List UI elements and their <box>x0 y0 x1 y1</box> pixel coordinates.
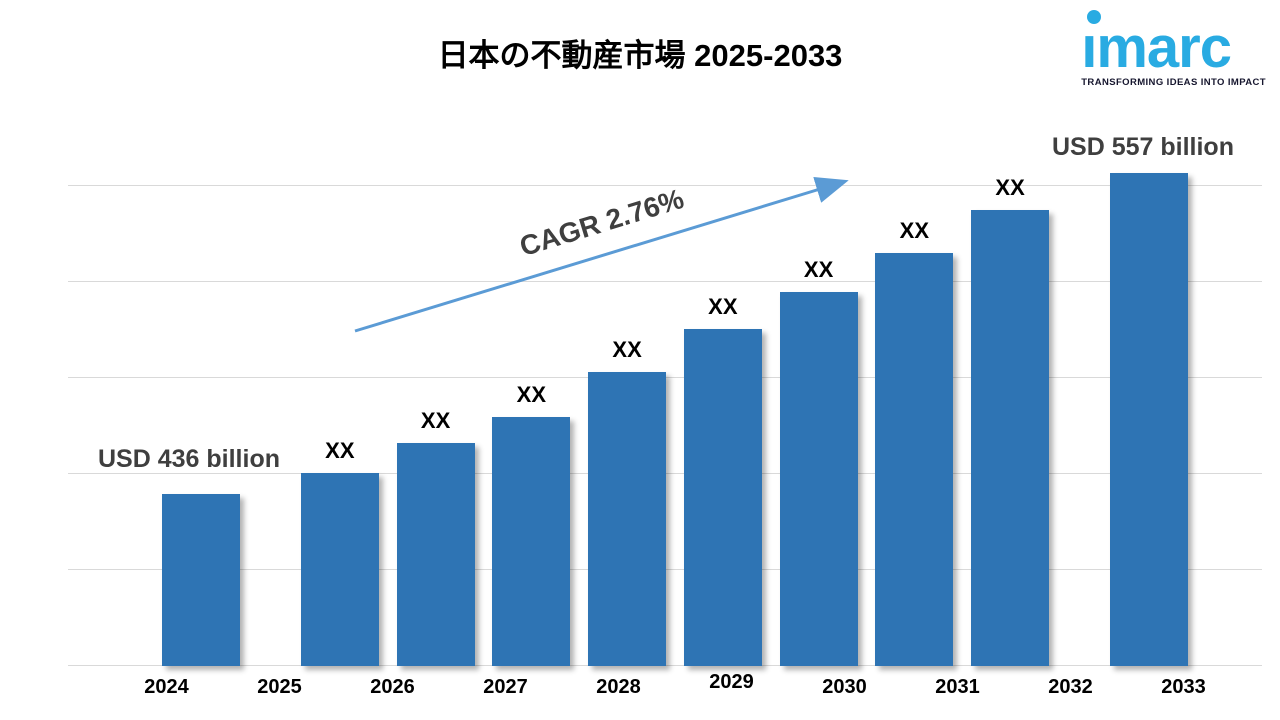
x-axis-label-2033: 2033 <box>1161 676 1206 698</box>
bar-group-2028: XX <box>579 0 675 666</box>
bar-group-2024: USD 436 billion <box>98 0 292 666</box>
bar-group-2033: USD 557 billion <box>1052 0 1240 666</box>
bar-value-label-2024: USD 436 billion <box>98 445 280 473</box>
bar-2031 <box>875 253 954 666</box>
x-axis-label-2027: 2027 <box>483 676 528 698</box>
bar-group-2031: XX <box>866 0 962 666</box>
bar-value-label-2033: USD 557 billion <box>1051 133 1234 161</box>
bars-row: USD 436 billion XX XX XX XX XX XX XX XX USD 557 b… <box>98 0 1240 666</box>
bar-2029 <box>683 329 762 666</box>
logo-dot-icon <box>1087 10 1102 24</box>
x-axis-label-2025: 2025 <box>257 676 302 698</box>
x-axis-label-2024: 2024 <box>144 676 189 698</box>
bar-2025 <box>300 473 379 666</box>
logo-tagline: TRANSFORMING IDEAS INTO IMPACT <box>1081 77 1266 89</box>
bar-value-label-2026: XX <box>420 408 451 433</box>
bar-2030 <box>779 292 858 666</box>
bar-value-label-2031: XX <box>899 218 930 243</box>
imarc-logo: ımarc TRANSFORMING IDEAS INTO IMPACT <box>1081 10 1266 88</box>
x-axis-label-2031: 2031 <box>935 676 980 698</box>
bar-2033 <box>1109 173 1188 666</box>
bar-group-2029: XX <box>675 0 771 666</box>
bar-value-label-2028: XX <box>612 337 642 362</box>
bar-group-2026: XX <box>388 0 484 666</box>
x-axis-labels: 2024 2025 2026 2027 2028 2029 2030 2031 2032 2033 <box>110 671 1240 699</box>
bar-value-label-2025: XX <box>325 438 355 463</box>
bar-value-label-2032: XX <box>995 175 1025 200</box>
x-axis-label-2030: 2030 <box>822 676 867 698</box>
bar-group-2025: XX <box>292 0 388 666</box>
bar-group-2032: XX <box>962 0 1058 666</box>
bar-2028 <box>588 372 667 666</box>
bar-2024 <box>161 494 240 666</box>
x-axis-label-2032: 2032 <box>1048 676 1093 698</box>
logo-brand: ımarc <box>1081 15 1232 80</box>
bar-group-2030: XX <box>771 0 867 666</box>
x-axis-label-2029: 2029 <box>709 671 754 693</box>
bar-value-label-2027: XX <box>516 382 547 407</box>
x-axis-label-2026: 2026 <box>370 676 415 698</box>
bar-value-label-2029: XX <box>708 294 738 319</box>
x-axis-label-2028: 2028 <box>596 676 641 698</box>
bar-2032 <box>971 210 1050 666</box>
bar-group-2027: XX <box>483 0 579 666</box>
bar-2027 <box>492 417 571 666</box>
chart-title: 日本の不動産市場 2025-2033 <box>437 38 843 73</box>
bar-value-label-2030: XX <box>803 257 834 282</box>
bar-2026 <box>396 443 475 666</box>
